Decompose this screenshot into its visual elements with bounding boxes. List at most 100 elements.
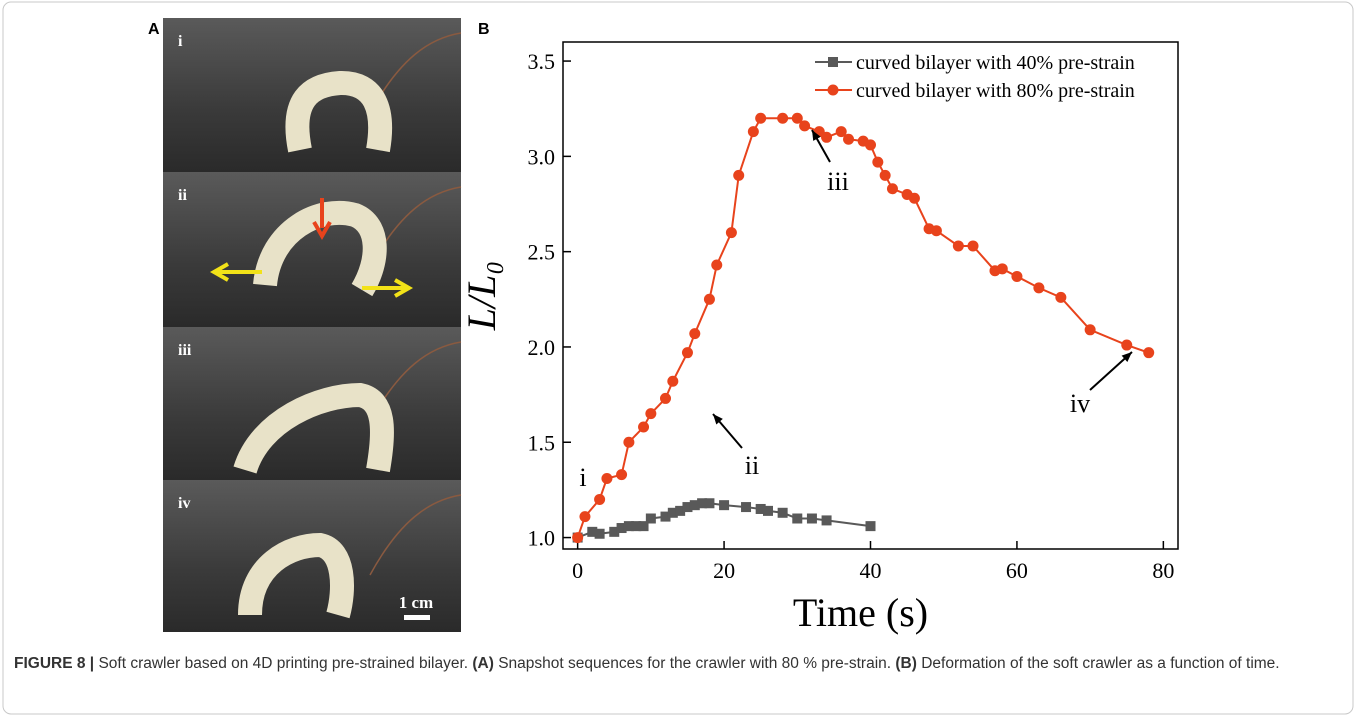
annotation-arrowhead [1121,352,1132,362]
data-point [821,131,833,143]
data-point [1084,324,1096,336]
data-point [623,521,634,532]
data-point [967,240,979,252]
data-point [725,227,737,239]
data-point [930,225,942,237]
x-tick-label: 80 [1152,558,1174,583]
data-point [697,498,708,509]
annotation-arrowhead [713,414,723,425]
data-point [601,472,613,484]
data-point [733,169,745,181]
y-tick-label: 1.0 [528,526,556,551]
data-point [747,126,759,138]
legend-label: curved bilayer with 40% pre-strain [856,52,1135,74]
data-point [631,521,642,532]
photo [163,172,461,327]
series-line [576,117,1150,538]
caption-label: (A) [472,655,494,672]
data-point [660,511,671,522]
legend-label: curved bilayer with 80% pre-strain [856,80,1135,102]
data-point [872,156,884,168]
data-point [791,112,803,124]
data-point [689,500,700,511]
plot-frame [562,41,1179,550]
caption-label: FIGURE 8 | [14,655,95,672]
data-point [835,126,847,138]
data-point [579,511,591,523]
data-point [1033,282,1045,294]
data-point [609,526,620,537]
y-tick-label: 2.0 [528,335,556,360]
y-tick-label: 2.5 [528,240,556,265]
annotation: i [579,463,586,492]
data-point [996,263,1008,275]
data-point [711,259,723,271]
data-point [1121,339,1133,351]
data-point [821,515,832,526]
data-point [645,513,656,524]
data-point [645,408,657,420]
x-tick-label: 40 [860,558,882,583]
data-point [908,192,920,204]
data-point [763,505,773,516]
data-point [792,513,803,524]
wire [369,494,462,576]
data-point [843,133,855,145]
data-point [828,57,838,67]
data-point [879,169,891,181]
data-point [616,469,628,481]
scale-bar [404,615,430,620]
annotation: iii [827,167,849,196]
data-point [660,392,671,404]
data-point [572,532,584,544]
data-point [704,498,715,509]
caption: FIGURE 8 | Soft crawler based on 4D prin… [14,652,1339,676]
data-point [952,240,964,252]
force-arrow [362,278,414,298]
data-point [865,139,876,151]
data-point [681,347,693,359]
data-point [703,293,715,305]
caption-text: Snapshot sequences for the crawler with … [493,655,896,672]
data-point [719,500,730,511]
data-point [594,528,605,539]
data-point [667,507,678,518]
data-point [1055,291,1067,303]
y-axis-title: L/L₀ [459,261,504,332]
data-point [1011,270,1023,282]
data-point [827,84,839,96]
y-tick-label: 1.5 [528,430,556,455]
data-point [741,502,752,513]
data-point [1143,347,1155,359]
data-point [865,521,876,532]
x-tick-label: 20 [713,558,735,583]
crawler [285,71,393,153]
y-tick-label: 3.0 [528,144,556,169]
annotation: ii [745,451,759,480]
data-point [594,493,606,505]
crawler [253,200,387,297]
annotation-arrowhead [812,130,821,141]
data-point [587,526,598,537]
data-point [777,112,789,124]
data-point [689,328,701,340]
data-point [777,507,788,518]
data-point [623,436,635,448]
crawler [238,532,354,619]
caption-text: Deformation of the soft crawler as a fun… [916,655,1280,672]
caption-label: (B) [895,655,917,672]
scale-bar-label: 1 cm [399,593,433,612]
x-tick-label: 0 [572,558,583,583]
data-point [667,375,679,387]
force-arrow [312,198,332,241]
panel-label: B [478,21,490,38]
force-arrow [209,262,262,282]
data-point [886,183,898,195]
data-point [638,521,649,532]
y-tick-label: 3.5 [528,49,556,74]
photo-label: iv [178,495,190,512]
data-point [616,523,627,534]
